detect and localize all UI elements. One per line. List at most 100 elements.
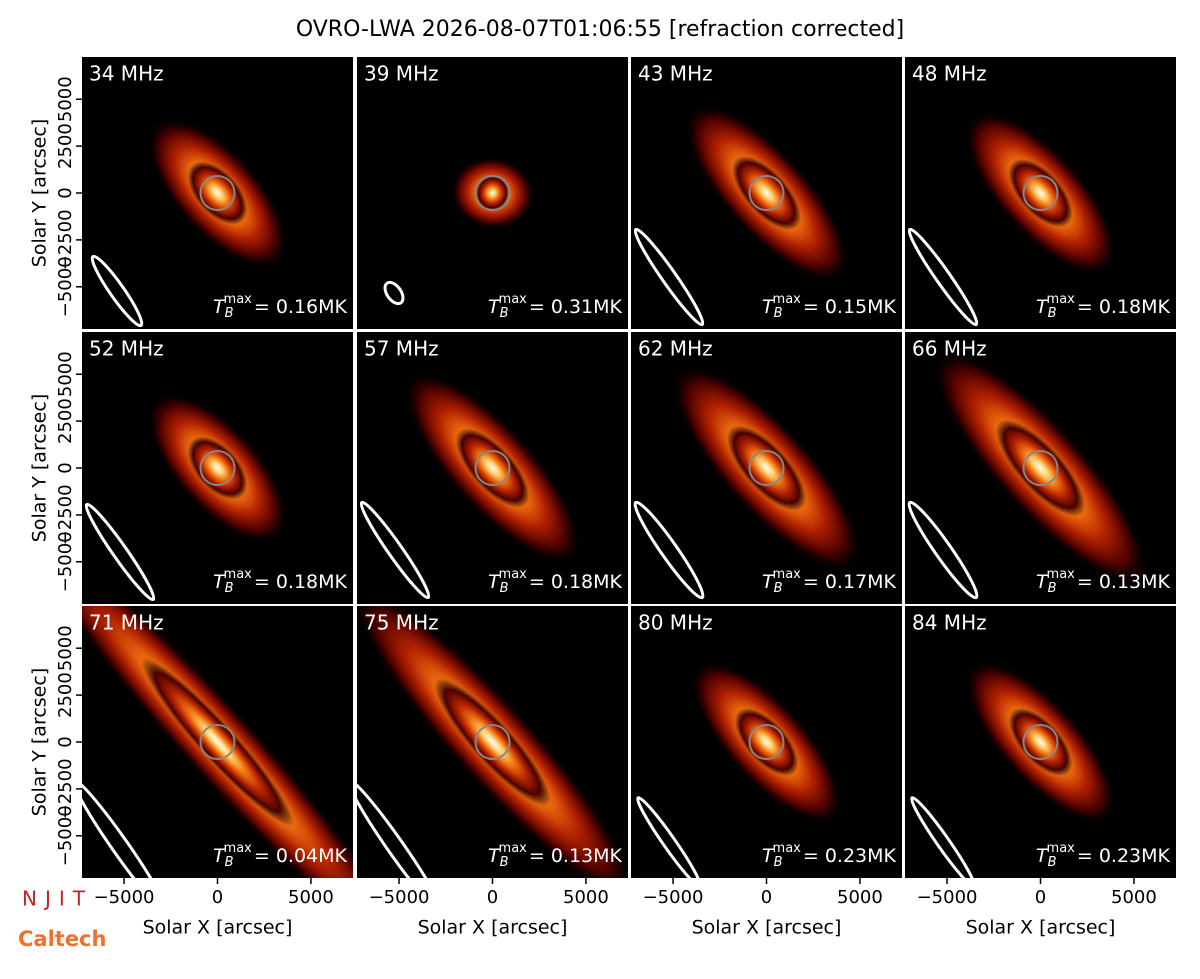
- x-tick-label: 0: [487, 887, 498, 908]
- beam: [359, 500, 431, 600]
- panel: 43 MHz TBmax = 0.15MK: [631, 57, 902, 329]
- beam: [633, 500, 705, 600]
- solar-disk: [748, 175, 785, 211]
- frequency-label: 71 MHz: [89, 611, 164, 635]
- tb-annotation: TBmax = 0.13MK: [1036, 567, 1171, 596]
- x-tick-label: 5000: [837, 887, 883, 908]
- emission-core: [734, 708, 799, 776]
- tb-value: = 0.17MK: [803, 571, 897, 593]
- y-tick-label: −2500: [55, 758, 76, 819]
- solar-disk: [1022, 724, 1059, 760]
- solar-disk: [748, 724, 785, 760]
- emission-core: [475, 175, 510, 211]
- solar-disk: [474, 724, 511, 760]
- panel: 52 MHz TBmax = 0.18MK −5000−2500 0 25005000So…: [29, 332, 353, 604]
- panel: 39 MHz TBmax = 0.31MK: [357, 57, 628, 329]
- solar-disk: [199, 450, 236, 486]
- emission-core: [187, 161, 248, 225]
- solar-disk: [1022, 175, 1059, 211]
- tb-symbol: T: [1036, 845, 1049, 867]
- x-tick-label: −5000: [94, 887, 155, 908]
- tb-sub: B: [225, 306, 234, 321]
- tb-sup: max: [773, 567, 802, 582]
- tb-sup: max: [499, 292, 528, 307]
- panel: 62 MHz TBmax = 0.17MK: [631, 332, 902, 604]
- tb-annotation: TBmax = 0.17MK: [762, 567, 897, 596]
- y-axis-label: Solar Y [arcsec]: [29, 668, 51, 816]
- logo-caltech: Caltech: [18, 927, 106, 951]
- y-axis-label: Solar Y [arcsec]: [29, 394, 51, 542]
- beam: [907, 500, 979, 600]
- panel: 57 MHz TBmax = 0.18MK: [357, 332, 628, 604]
- solar-disk: [474, 175, 511, 211]
- emission-core: [455, 428, 530, 508]
- tb-sub: B: [500, 306, 509, 321]
- panel-image: [631, 606, 902, 878]
- tb-sub: B: [225, 581, 234, 596]
- tb-symbol: T: [213, 845, 226, 867]
- frequency-label: 34 MHz: [89, 62, 164, 86]
- tb-symbol: T: [1036, 296, 1049, 318]
- emission-core: [141, 657, 294, 827]
- emission-core: [1008, 708, 1073, 776]
- panel: 75 MHz TBmax = 0.13MK −5000 0 5000 Solar X [ar…: [357, 606, 628, 939]
- tb-sup: max: [224, 567, 253, 582]
- frequency-label: 66 MHz: [912, 337, 987, 361]
- tb-sub: B: [225, 855, 234, 870]
- tb-sup: max: [224, 841, 253, 856]
- panel-image: [357, 606, 628, 878]
- beam: [907, 227, 979, 327]
- tb-annotation: TBmax = 0.15MK: [762, 292, 897, 321]
- y-tick-label: −2500: [55, 209, 76, 270]
- frequency-label: 43 MHz: [638, 62, 713, 86]
- tb-sub: B: [774, 855, 783, 870]
- beam: [633, 227, 705, 327]
- tb-value: = 0.23MK: [1077, 845, 1171, 867]
- frequency-label: 84 MHz: [912, 611, 987, 635]
- frequency-label: 80 MHz: [638, 611, 713, 635]
- panel-image: [631, 332, 902, 604]
- tb-annotation: TBmax = 0.16MK: [213, 292, 348, 321]
- y-tick-label: 5000: [55, 625, 76, 671]
- y-tick-label: −5000: [55, 256, 76, 317]
- x-axis-label: Solar X [arcsec]: [966, 917, 1116, 939]
- tb-value: = 0.16MK: [254, 296, 348, 318]
- solar-disk: [1022, 450, 1059, 486]
- beam: [910, 796, 976, 878]
- frequency-label: 57 MHz: [364, 337, 439, 361]
- x-axis-label: Solar X [arcsec]: [143, 917, 293, 939]
- tb-sup: max: [224, 292, 253, 307]
- tb-sup: max: [1047, 292, 1076, 307]
- y-tick-label: 2500: [55, 672, 76, 718]
- tb-symbol: T: [488, 845, 501, 867]
- panel: 48 MHz TBmax = 0.18MK: [905, 57, 1176, 329]
- frequency-label: 62 MHz: [638, 337, 713, 361]
- panel: 80 MHz TBmax = 0.23MK −5000 0 5000 Solar X [ar…: [631, 606, 902, 939]
- tb-value: = 0.31MK: [529, 296, 623, 318]
- panel-image: [357, 332, 628, 604]
- emission-core: [434, 678, 551, 806]
- panel: 84 MHz TBmax = 0.23MK −5000 0 5000 Solar X [ar…: [905, 606, 1176, 939]
- panel-image: [905, 332, 1176, 604]
- panel-image: [905, 57, 1176, 329]
- y-tick-label: 5000: [55, 351, 76, 397]
- tb-value: = 0.18MK: [529, 571, 623, 593]
- panel-image: [357, 57, 628, 329]
- y-tick-label: 2500: [55, 398, 76, 444]
- beam: [90, 254, 144, 328]
- panel: 34 MHz TBmax = 0.16MK −5000−2500 0 25005000So…: [29, 57, 353, 329]
- panel: 66 MHz TBmax = 0.13MK: [905, 332, 1176, 604]
- beam: [82, 778, 168, 878]
- tb-annotation: TBmax = 0.18MK: [488, 567, 623, 596]
- solar-disk: [199, 724, 236, 760]
- figure-title: OVRO-LWA 2026-08-07T01:06:55 [refraction…: [296, 17, 904, 42]
- logo-njit: NJIT: [22, 887, 93, 911]
- panel-image: [905, 606, 1176, 878]
- tb-sup: max: [1047, 841, 1076, 856]
- x-tick-label: 5000: [563, 887, 609, 908]
- x-tick-label: 5000: [1111, 887, 1157, 908]
- tb-value: = 0.18MK: [1077, 296, 1171, 318]
- y-tick-label: 0: [55, 187, 76, 198]
